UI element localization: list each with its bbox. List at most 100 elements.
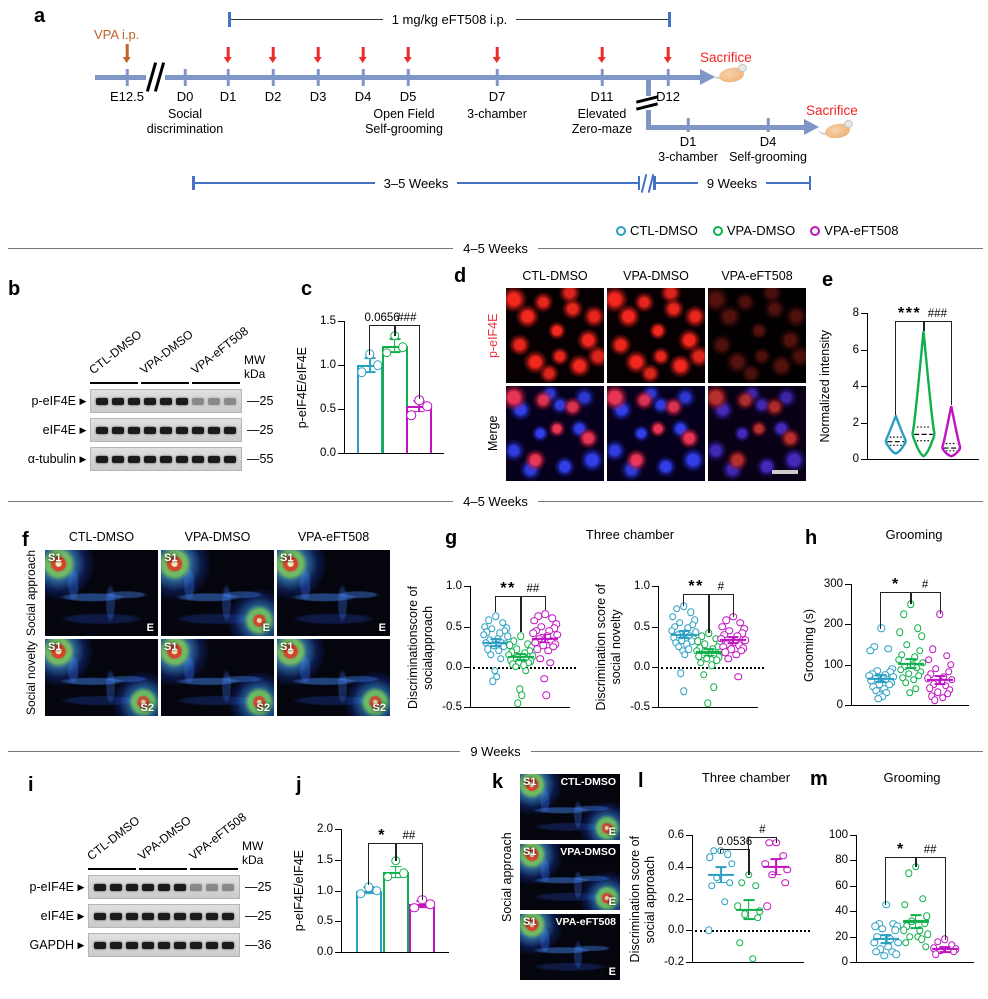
heatmap-approach-vpa: S1 E xyxy=(161,550,274,636)
y-tick xyxy=(861,386,868,387)
protein-band xyxy=(96,426,108,434)
stimulus2-label: S2 xyxy=(140,702,154,714)
data-point xyxy=(866,646,874,655)
timeline-day-label: E12.5 xyxy=(110,89,144,104)
timeline-tick xyxy=(406,69,410,86)
mouse-icon xyxy=(818,119,855,140)
data-point xyxy=(939,693,947,702)
blot-strip xyxy=(90,418,242,442)
bracket-cap xyxy=(653,176,656,190)
legend-ring-icon xyxy=(616,225,626,236)
arrow-icon: ▶ xyxy=(77,910,85,921)
plot-area: 0.0 0.5 1.0 1.5 2.0 * ## xyxy=(317,823,449,958)
y-tick xyxy=(652,707,659,709)
y-tick xyxy=(338,453,345,454)
data-point xyxy=(356,888,366,899)
bracket-leg xyxy=(395,843,397,861)
chart: p-eIF4E/eIF4E 0.0 0.5 1.0 1.5 2.0 * ## xyxy=(292,823,449,958)
data-point xyxy=(748,955,757,963)
bracket-leg xyxy=(393,325,395,336)
data-point xyxy=(365,349,375,360)
stimulus-label: S1 xyxy=(48,641,62,653)
micrograph-grid xyxy=(506,288,806,481)
zero-dotted-line xyxy=(695,930,810,933)
bracket-leg xyxy=(520,596,522,633)
column-headers: CTL-DMSO VPA-DMSO VPA-eFT508 xyxy=(45,530,393,544)
data-point xyxy=(899,610,908,618)
protein-band xyxy=(126,912,138,920)
western-blot: CTL-DMSO VPA-DMSO VPA-eFT508 MW kDa p-eIF4E ▶ —… xyxy=(4,320,284,471)
sem-cap xyxy=(939,950,951,953)
data-point xyxy=(398,868,409,879)
data-point xyxy=(425,899,435,909)
data-point xyxy=(874,695,882,703)
micrograph-merge-eft xyxy=(708,386,806,481)
protein-band xyxy=(160,426,172,434)
data-point xyxy=(911,685,920,693)
empty-label: E xyxy=(608,826,616,838)
y-tick-label: 2 xyxy=(852,416,859,429)
data-point xyxy=(932,664,940,673)
row-label-merge: Merge xyxy=(486,415,500,452)
data-point xyxy=(382,872,393,882)
injection-arrow-icon xyxy=(495,47,499,57)
protein-band xyxy=(222,883,234,891)
data-point xyxy=(895,628,904,637)
y-tick xyxy=(686,930,693,932)
y-tick-label: 1.5 xyxy=(320,314,336,327)
protein-band xyxy=(158,912,170,920)
heatmap-ctl: S1 CTL-DMSO E xyxy=(520,774,620,840)
data-point xyxy=(422,401,432,412)
sem-cap xyxy=(539,641,551,644)
significance-label: * xyxy=(897,841,905,858)
data-point xyxy=(877,624,885,633)
bracket-line xyxy=(457,182,638,184)
panel-label-j: j xyxy=(296,774,302,796)
lane-underline xyxy=(139,867,187,870)
branch-event-label: Self-grooming xyxy=(729,150,807,164)
significance-label: ### xyxy=(927,308,947,320)
significance-bracket: ## xyxy=(914,844,946,940)
bracket-leg xyxy=(910,592,912,604)
y-tick xyxy=(861,422,868,424)
bracket-leg xyxy=(394,325,396,336)
panel-f-heatmaps: f CTL-DMSO VPA-DMSO VPA-eFT508 Social appr… xyxy=(0,520,400,740)
protein-band xyxy=(144,397,156,405)
y-axis-label: Normalized intensity xyxy=(818,330,832,443)
stimulus-label: S1 xyxy=(523,846,537,858)
significance-label: # xyxy=(759,824,766,836)
error-line xyxy=(393,339,396,352)
bar xyxy=(381,345,408,453)
bracket-leg xyxy=(545,596,547,611)
y-tick-label: 300 xyxy=(823,577,843,590)
y-tick-label: 0 xyxy=(852,452,859,465)
data-point xyxy=(703,699,712,707)
y-tick-label: 4 xyxy=(852,379,859,392)
data-point xyxy=(934,688,942,696)
protein-band xyxy=(142,883,154,891)
protein-band xyxy=(208,426,220,434)
y-tick xyxy=(686,866,693,868)
sem-cap xyxy=(743,899,754,901)
data-point xyxy=(406,410,416,420)
bar xyxy=(409,904,436,952)
mean-line xyxy=(670,633,697,636)
y-tick-label: 80 xyxy=(835,854,848,867)
panel-i-westernblot: i CTL-DMSO VPA-DMSO VPA-eFT508 MW kDa p-eIF4E… xyxy=(0,765,288,999)
sacrifice-label: Sacrifice xyxy=(700,50,752,65)
data-point xyxy=(495,647,503,655)
timeline-tick xyxy=(495,69,499,86)
protein-band xyxy=(142,941,154,949)
y-tick-label: 8 xyxy=(852,306,859,319)
data-point xyxy=(708,882,716,890)
y-tick xyxy=(850,911,857,913)
legend-ring-icon xyxy=(712,225,723,236)
data-point xyxy=(489,677,497,686)
error-line xyxy=(368,357,371,373)
protein-band xyxy=(224,397,236,405)
empty-label: E xyxy=(262,622,270,634)
eft508-treatment-bracket: 1 mg/kg eFT508 i.p. xyxy=(228,12,671,27)
column-header: VPA-eFT508 xyxy=(297,530,370,544)
bracket-leg xyxy=(914,857,916,867)
